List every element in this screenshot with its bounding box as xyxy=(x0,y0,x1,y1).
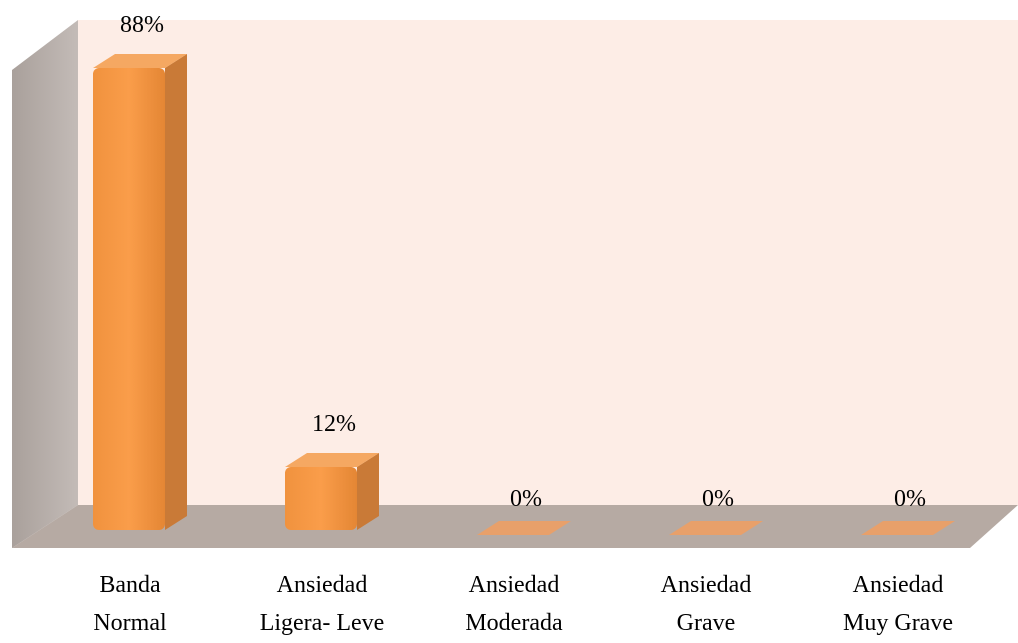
bar-top xyxy=(93,54,187,68)
bar-top xyxy=(285,453,379,467)
bar xyxy=(93,54,187,530)
bar xyxy=(669,521,763,535)
bar-front xyxy=(93,68,165,530)
x-tick-label: Ansiedad Ligera- Leve xyxy=(259,572,385,636)
bar-side xyxy=(165,54,187,530)
data-label: 0% xyxy=(894,486,926,512)
bar xyxy=(477,521,571,535)
x-tick-label: Ansiedad Moderada xyxy=(465,572,563,636)
side-wall xyxy=(12,20,78,548)
data-label: 0% xyxy=(510,486,542,512)
x-tick-label: Banda Normal xyxy=(93,572,167,636)
data-label: 0% xyxy=(702,486,734,512)
data-label: 88% xyxy=(120,12,164,38)
bar xyxy=(285,453,379,530)
back-wall xyxy=(78,20,1018,505)
x-tick-label: Ansiedad Muy Grave xyxy=(843,572,953,636)
bar xyxy=(861,521,955,535)
x-tick-label: Ansiedad Grave xyxy=(660,572,752,636)
bar-side xyxy=(357,453,379,530)
bar-front xyxy=(285,467,357,530)
data-label: 12% xyxy=(312,411,356,437)
